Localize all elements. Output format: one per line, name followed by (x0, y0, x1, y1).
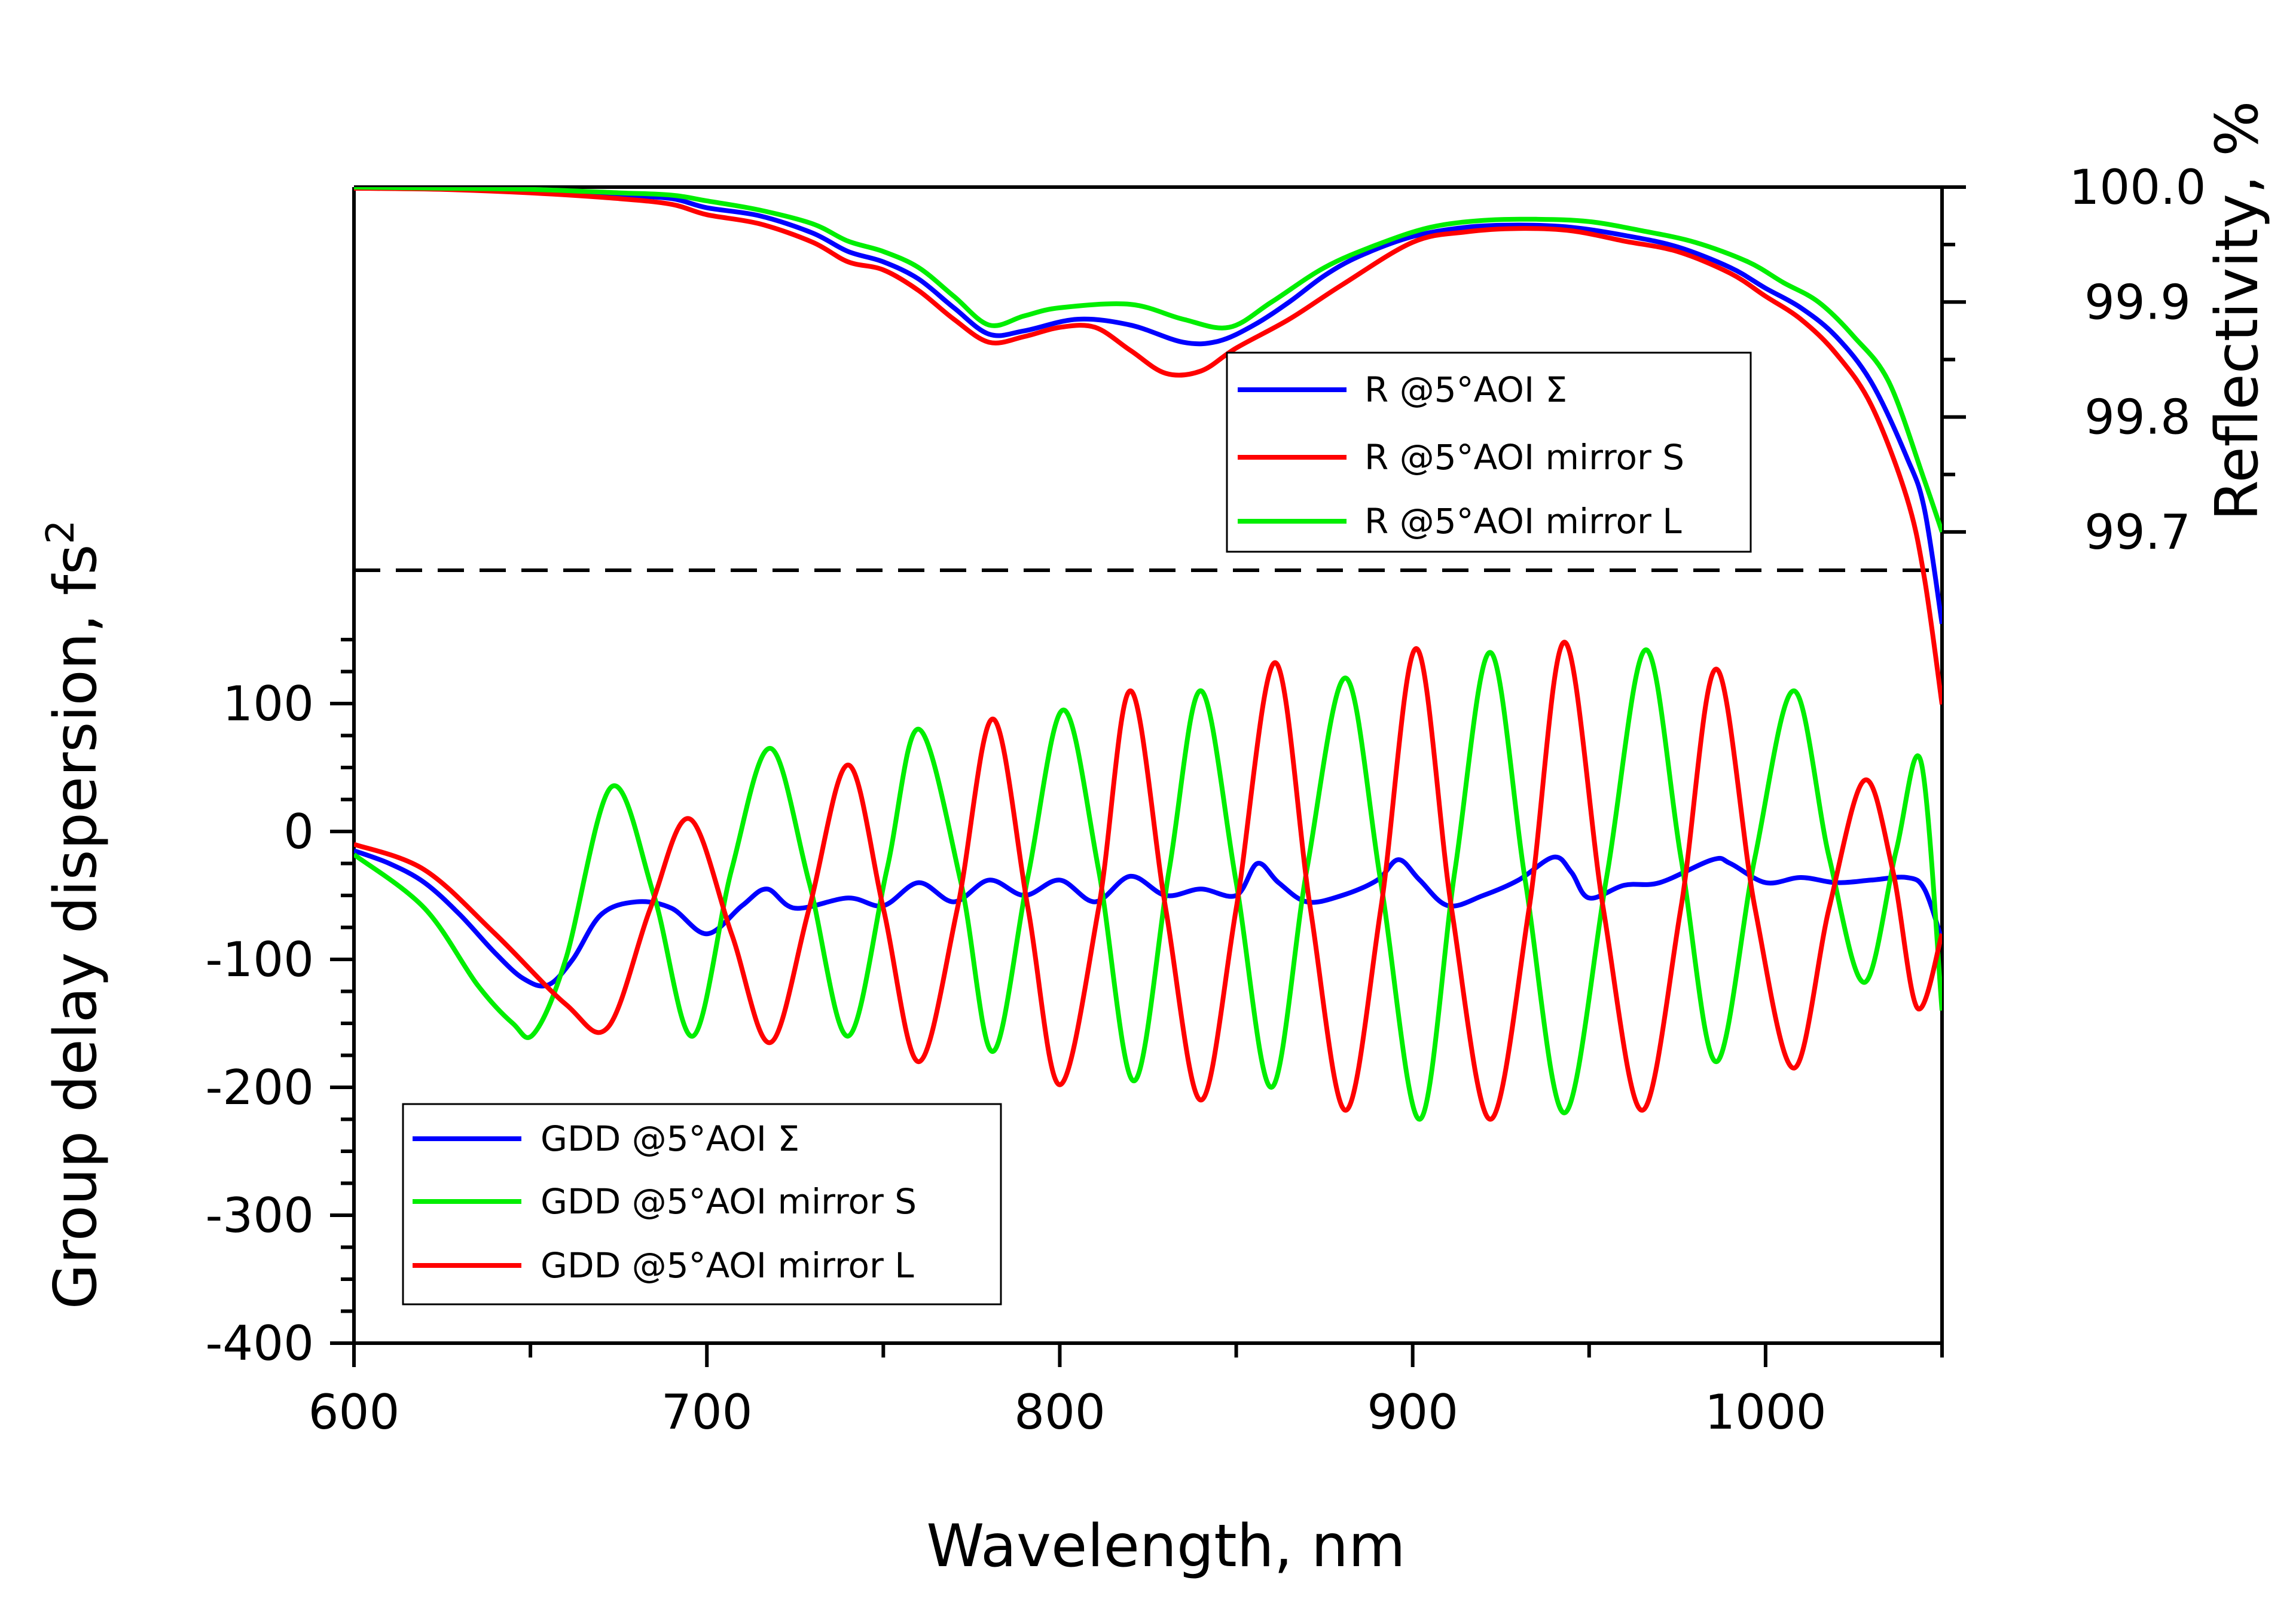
right-axis-tick-label: 99.9 (2084, 274, 2191, 330)
left-axis-tick-label: -300 (205, 1188, 314, 1243)
x-tick-label: 700 (661, 1384, 753, 1440)
gdd-line-2 (354, 640, 1942, 1122)
left-axis-tick-label: -200 (205, 1060, 314, 1115)
legend-label-gdd-mirror-s: GDD @5°AOI mirror S (541, 1181, 917, 1222)
legend-label-r-mirror-s: R @5°AOI mirror S (1364, 437, 1684, 478)
legend-label-r-mirror-l: R @5°AOI mirror L (1364, 501, 1682, 542)
right-axis-title: Reflectivity, % (2203, 101, 2271, 521)
reflectivity-legend-box (1226, 351, 1752, 553)
gdd-line-0 (354, 848, 1942, 989)
left-axis-tick-label: 100 (222, 676, 314, 732)
left-axis-title-superscript: 2 (39, 520, 83, 545)
x-tick-label: 900 (1367, 1384, 1458, 1440)
x-tick-label: 800 (1014, 1384, 1106, 1440)
reflectivity-line-1 (354, 187, 1942, 705)
left-axis-tick-label: 0 (283, 804, 314, 860)
x-tick-label: 1000 (1705, 1384, 1827, 1440)
axis-ticks (330, 185, 1966, 1367)
left-axis-tick-label: -400 (205, 1316, 314, 1371)
gdd-line-1 (354, 647, 1942, 1122)
right-axis-tick-label: 99.8 (2084, 390, 2191, 445)
x-axis-title: Wavelength, nm (926, 1512, 1405, 1580)
legend-label-gdd-sigma: GDD @5°AOI Σ (541, 1118, 799, 1159)
tick-labels: 600 700 800 900 10001000-100-200-300-400100.… (205, 160, 2206, 1440)
reflectivity-legend: R @5°AOI Σ R @5°AOI mirror S R @5°AOI mi… (1226, 351, 1752, 553)
left-axis-title-text: Group delay dispersion, fs (42, 544, 110, 1309)
left-axis-tick-label: -100 (205, 932, 314, 987)
legend-label-gdd-mirror-l: GDD @5°AOI mirror L (541, 1245, 914, 1286)
right-axis-tick-label: 100.0 (2069, 160, 2206, 215)
x-tick-label: 600 (309, 1384, 400, 1440)
right-axis-tick-label: 99.7 (2084, 505, 2191, 560)
data-series (354, 187, 1942, 1122)
reflectivity-line-2 (354, 187, 1942, 533)
legend-label-r-sigma: R @5°AOI Σ (1364, 369, 1567, 410)
left-axis-title: Group delay dispersion, fs2 (39, 520, 110, 1310)
gdd-legend: GDD @5°AOI Σ GDD @5°AOI mirror S GDD @5°… (402, 1103, 1002, 1306)
reflectivity-line-0 (354, 187, 1942, 625)
